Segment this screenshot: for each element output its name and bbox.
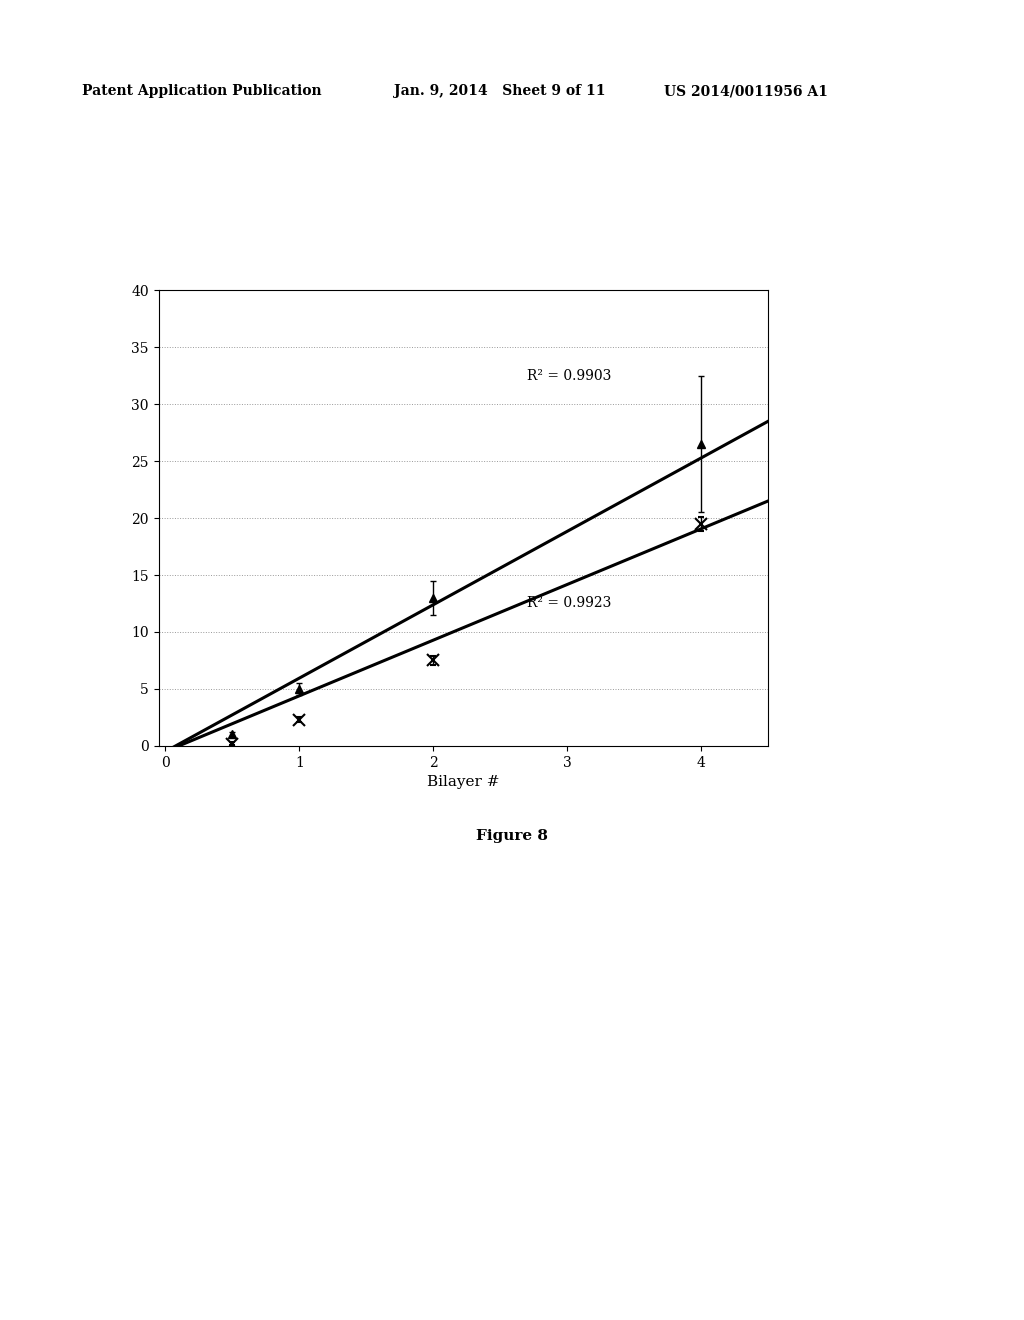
Text: R² = 0.9903: R² = 0.9903 — [527, 368, 611, 383]
Text: Figure 8: Figure 8 — [476, 829, 548, 843]
Text: R² = 0.9923: R² = 0.9923 — [527, 597, 611, 610]
Text: Jan. 9, 2014   Sheet 9 of 11: Jan. 9, 2014 Sheet 9 of 11 — [394, 84, 606, 99]
Text: US 2014/0011956 A1: US 2014/0011956 A1 — [664, 84, 827, 99]
Text: Patent Application Publication: Patent Application Publication — [82, 84, 322, 99]
X-axis label: Bilayer #: Bilayer # — [427, 775, 500, 789]
